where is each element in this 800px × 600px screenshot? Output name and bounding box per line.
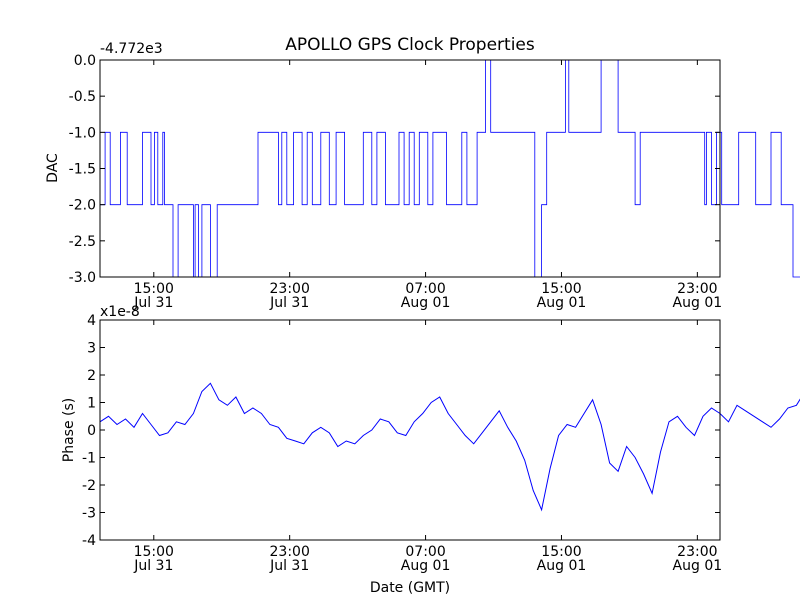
phase-x-tick-label-time: 15:00 [134,544,174,560]
dac-y-ticks: 0.0 -0.5 -1.0 -1.5 -2.0 -2.5 -3.0 [69,53,720,286]
phase-y-tick-label: 2 [87,368,96,384]
dac-y-tick-label: -2.5 [69,234,96,250]
phase-y-axis-label: Phase (s) [61,398,77,462]
dac-x-tick-label-time: 23:00 [677,281,717,297]
dac-x-tick-label-date: Jul 31 [133,295,173,311]
dac-x-tick-label-time: 23:00 [270,281,310,297]
phase-x-tick-label-date: Jul 31 [269,558,309,574]
dac-x-tick-label-time: 15:00 [134,281,174,297]
phase-x-tick-label-date: Aug 01 [401,558,451,574]
dac-y-axis-label: DAC [45,153,61,183]
phase-y-tick-label: -4 [82,533,96,549]
dac-x-tick-label-date: Jul 31 [269,295,309,311]
dac-offset-label: -4.772e3 [100,41,163,57]
phase-x-tick-label-time: 23:00 [270,544,310,560]
dac-x-tick-label-date: Aug 01 [537,295,587,311]
phase-series-layer [99,382,800,512]
dac-y-tick-label: -2.0 [69,198,96,214]
phase-plot-area [100,320,720,540]
phase-x-tick-label-time: 07:00 [405,544,445,560]
dac-y-tick-label: -0.5 [69,89,96,105]
phase-x-tick-label-date: Jul 31 [133,558,173,574]
dac-x-tick-label-date: Aug 01 [673,295,723,311]
phase-x-tick-label-date: Aug 01 [537,558,587,574]
dac-frame [99,59,721,278]
phase-y-tick-label: -1 [82,451,96,467]
phase-x-tick-label-time: 15:00 [541,544,581,560]
dac-x-tick-label-time: 07:00 [405,281,445,297]
phase-y-tick-label: 4 [87,313,96,329]
phase-y-tick-label: 0 [87,423,96,439]
dac-y-tick-label: -1.5 [69,162,96,178]
chart-title: APOLLO GPS Clock Properties [285,35,535,55]
phase-offset-label: x1e-8 [100,304,140,320]
dac-y-tick-label: -3.0 [69,270,96,286]
dac-x-tick-label-time: 15:00 [541,281,581,297]
dac-y-tick-label: 0.0 [74,53,96,69]
dac-plot-area [100,60,720,277]
phase-y-tick-label: 1 [87,396,96,412]
phase-frame [99,319,721,541]
dac-x-tick-label-date: Aug 01 [401,295,451,311]
phase-x-tick-label-time: 23:00 [677,544,717,560]
dac-y-tick-label: -1.0 [69,125,96,141]
phase-series-line [99,382,800,512]
phase-y-tick-label: -3 [82,506,96,522]
x-axis-label: Date (GMT) [370,580,450,596]
phase-y-tick-label: -2 [82,478,96,494]
phase-x-tick-label-date: Aug 01 [673,558,723,574]
phase-y-ticks: 4 3 2 1 0 -1 -2 -3 -4 [82,313,720,549]
phase-y-tick-label: 3 [87,341,96,357]
